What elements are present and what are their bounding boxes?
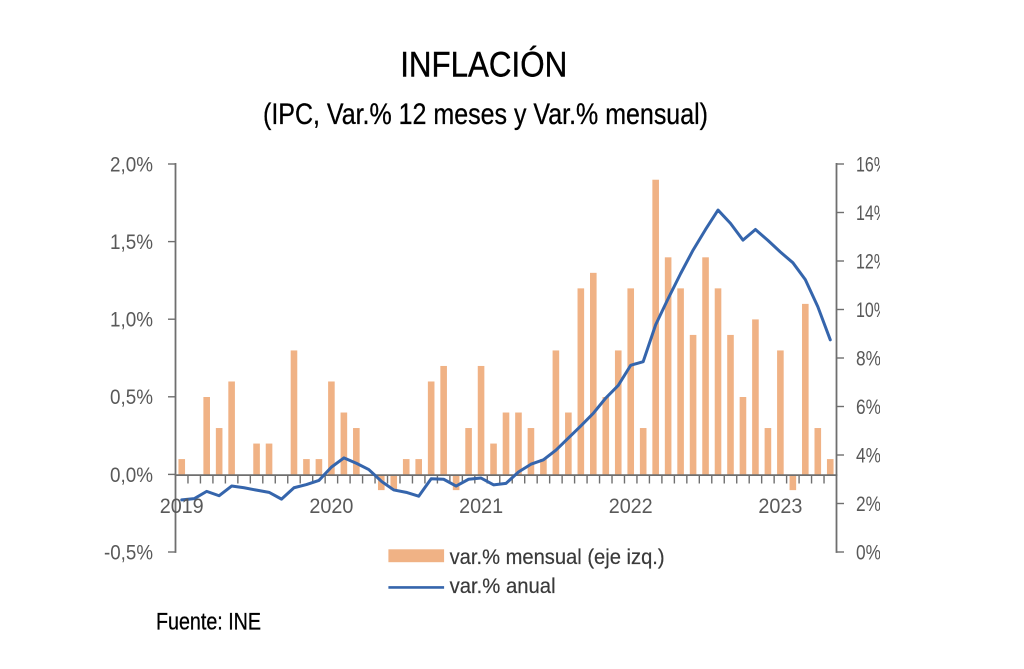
svg-text:2019: 2019 (160, 495, 204, 518)
svg-text:16%: 16% (856, 153, 888, 176)
svg-text:-0,5%: -0,5% (104, 541, 153, 564)
svg-text:4%: 4% (856, 444, 881, 467)
svg-text:1,0%: 1,0% (110, 309, 153, 332)
svg-text:2021: 2021 (459, 495, 503, 518)
svg-text:0,5%: 0,5% (110, 386, 153, 409)
svg-text:14%: 14% (856, 202, 888, 225)
svg-text:var.% mensual (eje izq.): var.% mensual (eje izq.) (450, 546, 665, 569)
svg-text:var.% anual: var.% anual (450, 575, 556, 598)
svg-text:2023: 2023 (758, 495, 802, 518)
svg-text:8%: 8% (856, 347, 881, 370)
svg-text:2020: 2020 (309, 495, 353, 518)
svg-text:1,5%: 1,5% (110, 231, 153, 254)
svg-text:10%: 10% (856, 299, 888, 322)
svg-text:0%: 0% (856, 541, 881, 564)
svg-text:Fuente: INE: Fuente: INE (156, 608, 261, 635)
svg-text:0,0%: 0,0% (110, 464, 153, 487)
svg-text:2%: 2% (856, 493, 881, 516)
svg-text:12%: 12% (856, 250, 888, 273)
svg-text:(IPC, Var.% 12 meses y Var.% m: (IPC, Var.% 12 meses y Var.% mensual) (263, 98, 708, 131)
svg-text:2022: 2022 (609, 495, 653, 518)
svg-text:INFLACIÓN: INFLACIÓN (400, 46, 567, 85)
svg-text:2,0%: 2,0% (110, 153, 153, 176)
svg-text:6%: 6% (856, 396, 881, 419)
